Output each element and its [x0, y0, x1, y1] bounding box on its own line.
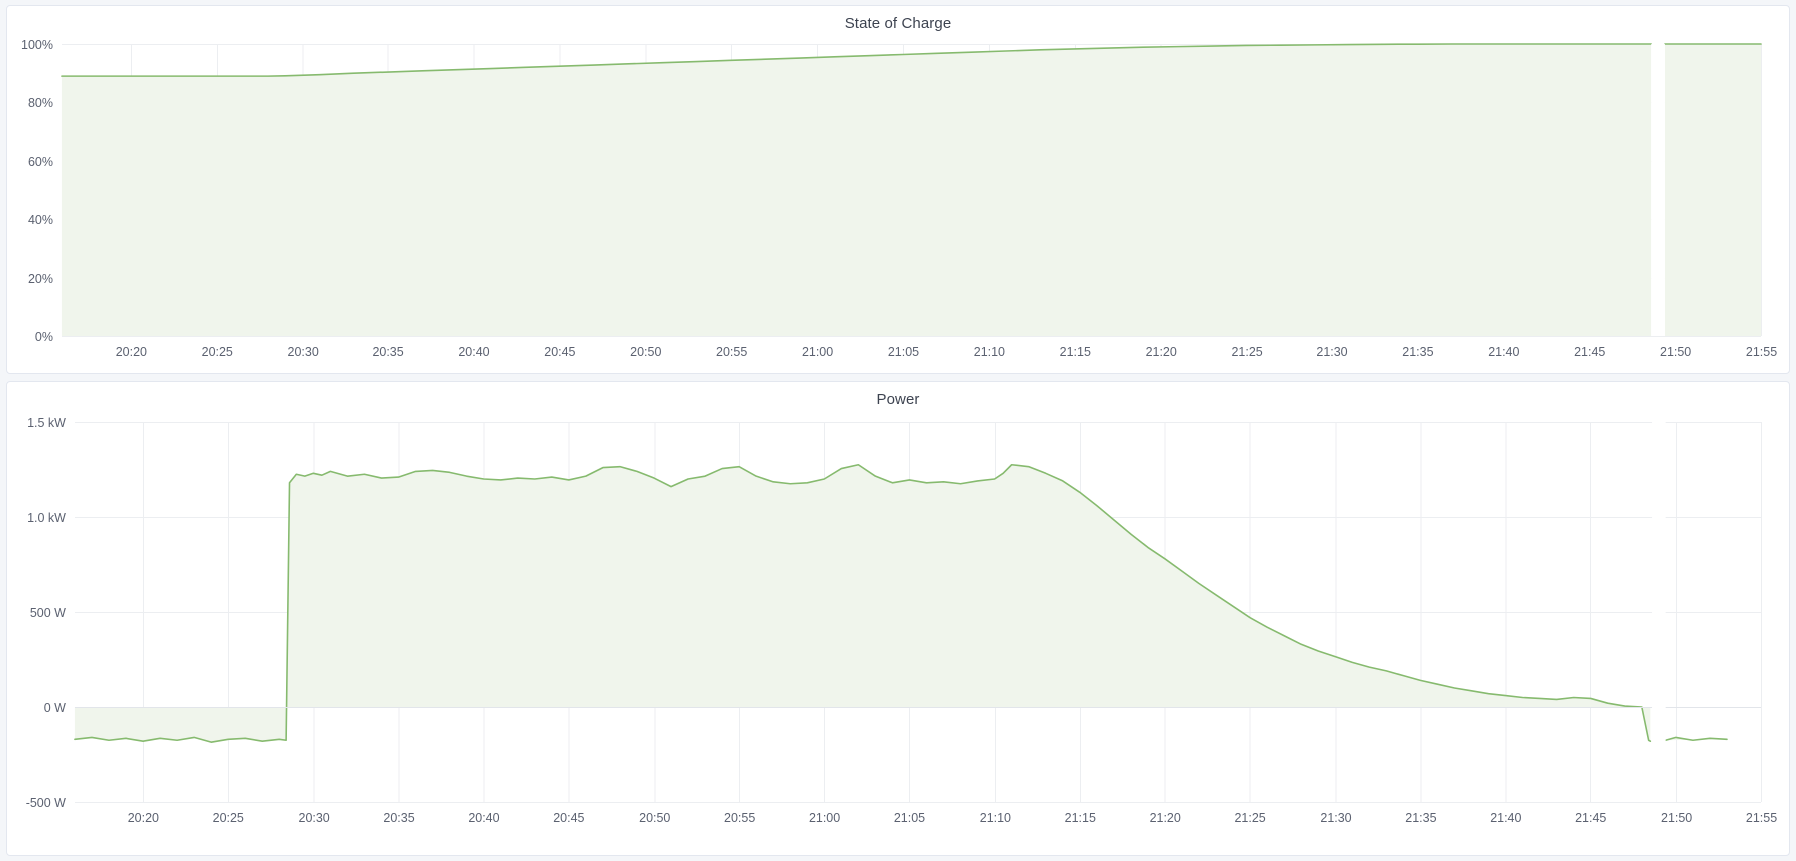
series-line: [1664, 736, 1728, 742]
series-line: [74, 463, 1652, 743]
x-axis-tick-label: 20:35: [383, 811, 414, 825]
x-axis-tick-label: 20:30: [288, 345, 319, 359]
x-axis-tick-label: 21:20: [1150, 811, 1181, 825]
x-axis-tick-label: 20:50: [639, 811, 670, 825]
x-axis-tick-label: 21:30: [1320, 811, 1351, 825]
data-gap-band: [1652, 422, 1666, 802]
x-axis-tick-label: 21:15: [1065, 811, 1096, 825]
power-plot[interactable]: -500 W 0 W 500 W 1.0 kW 1.5 kW 20:20 20:25 20:3…: [7, 382, 1789, 855]
x-axis-tick-label: 21:05: [888, 345, 919, 359]
x-axis-tick-label: 21:45: [1574, 345, 1605, 359]
chart-power[interactable]: -500 W 0 W 500 W 1.0 kW 1.5 kW 20:20 20:25 20:3…: [7, 382, 1789, 855]
chart-state-of-charge[interactable]: 0% 20% 40% 60% 80% 100% 20:20 20:25 20:30 20:35 20…: [7, 6, 1789, 373]
x-axis-tick-label: 21:55: [1746, 345, 1777, 359]
x-axis-tick-label: 21:25: [1231, 345, 1262, 359]
y-axis-tick-label: 500 W: [30, 606, 66, 620]
x-axis-tick-label: 20:25: [213, 811, 244, 825]
x-axis-tick-label: 21:15: [1060, 345, 1091, 359]
panel-title-power: Power: [876, 391, 920, 408]
y-axis-tick-label: 0%: [35, 330, 53, 344]
series-fill-area: [61, 44, 1652, 336]
y-axis-tick-label: -500 W: [26, 796, 66, 810]
series-fill-area: [1665, 737, 1727, 741]
series-fill-area: [1664, 44, 1762, 336]
data-gap-band: [1651, 44, 1665, 336]
x-axis-tick-label: 21:45: [1575, 811, 1606, 825]
y-axis-tick-label: 40%: [28, 213, 53, 227]
y-axis-tick-label: 1.0 kW: [27, 511, 66, 525]
x-axis-tick-label: 20:30: [299, 811, 330, 825]
panel-power: Power -500 W 0 W 500 W 1.0 kW 1.5 kW 20:20 20:…: [6, 381, 1790, 856]
x-axis-tick-label: 21:20: [1146, 345, 1177, 359]
series-line: [61, 43, 1652, 77]
x-axis-tick-label: 20:20: [116, 345, 147, 359]
x-axis-tick-label: 21:30: [1316, 345, 1347, 359]
x-axis-tick-label: 20:55: [716, 345, 747, 359]
x-axis-tick-label: 21:35: [1402, 345, 1433, 359]
x-axis-tick-label: 20:35: [372, 345, 403, 359]
x-axis-tick-label: 20:40: [458, 345, 489, 359]
x-axis-tick-label: 20:45: [553, 811, 584, 825]
y-axis-tick-label: 100%: [21, 38, 53, 52]
y-axis-tick-label: 80%: [28, 96, 53, 110]
x-axis-tick-label: 21:10: [974, 345, 1005, 359]
x-axis-tick-label: 21:55: [1746, 811, 1777, 825]
series-fill-area: [74, 464, 1651, 743]
x-axis-tick-label: 20:25: [202, 345, 233, 359]
x-axis-tick-label: 21:50: [1661, 811, 1692, 825]
panel-state-of-charge: State of Charge 0% 20% 40% 60% 80% 100% 20:20 2…: [6, 5, 1790, 374]
x-axis-tick-label: 20:45: [544, 345, 575, 359]
x-axis-tick-label: 20:50: [630, 345, 661, 359]
x-axis-tick-label: 21:00: [802, 345, 833, 359]
x-axis-tick-label: 20:20: [128, 811, 159, 825]
y-axis-tick-label: 60%: [28, 155, 53, 169]
x-axis-tick-label: 21:35: [1405, 811, 1436, 825]
x-axis-tick-label: 21:00: [809, 811, 840, 825]
x-axis-tick-label: 21:40: [1490, 811, 1521, 825]
state-of-charge-plot[interactable]: 0% 20% 40% 60% 80% 100% 20:20 20:25 20:30 20:35 20…: [7, 6, 1789, 373]
y-axis-tick-label: 1.5 kW: [27, 416, 66, 430]
x-axis-tick-label: 21:50: [1660, 345, 1691, 359]
panel-title-state-of-charge: State of Charge: [844, 15, 952, 32]
x-axis-tick-label: 21:05: [894, 811, 925, 825]
y-axis-tick-label: 20%: [28, 272, 53, 286]
y-axis-tick-label: 0 W: [44, 701, 66, 715]
x-axis-tick-label: 21:25: [1234, 811, 1265, 825]
x-axis-tick-label: 21:10: [980, 811, 1011, 825]
x-axis-tick-label: 20:55: [724, 811, 755, 825]
x-axis-tick-label: 20:40: [468, 811, 499, 825]
x-axis-tick-label: 21:40: [1488, 345, 1519, 359]
